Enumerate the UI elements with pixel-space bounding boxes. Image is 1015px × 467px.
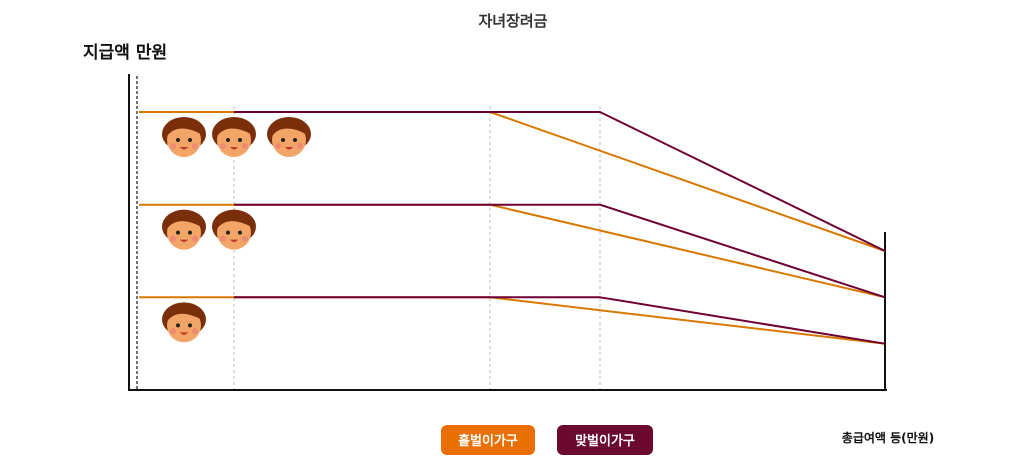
face-eye <box>281 138 285 142</box>
series-line-5 <box>234 296 886 345</box>
face-eye <box>293 138 297 142</box>
face-blush <box>297 143 303 149</box>
face-blush <box>192 143 198 149</box>
legend-item-single: 홑벌이가구 <box>441 425 535 455</box>
face-bangs <box>217 213 251 229</box>
face-mouth <box>180 332 188 335</box>
face-eye <box>226 230 230 235</box>
face-bangs <box>272 121 306 136</box>
face-blush <box>170 143 176 149</box>
legend-swatch-double <box>557 425 653 455</box>
series-line-4 <box>139 296 886 345</box>
series-line-3 <box>234 203 886 299</box>
face-skin <box>167 123 201 157</box>
child-face-icon <box>267 117 311 157</box>
face-eye <box>188 230 192 235</box>
face-skin <box>217 123 251 157</box>
face-skin <box>272 123 306 157</box>
face-eye <box>176 138 180 142</box>
face-mouth <box>180 239 188 243</box>
face-blush <box>192 235 198 242</box>
face-eye <box>226 138 230 142</box>
face-blush <box>242 235 248 242</box>
face-skin <box>167 308 201 343</box>
series-lines <box>139 111 886 345</box>
face-bangs <box>217 121 251 136</box>
child-face-icon <box>162 302 206 343</box>
series-line-1 <box>234 111 886 252</box>
child-face-icon <box>212 117 256 157</box>
face-blush <box>192 328 198 335</box>
face-bangs <box>167 121 201 136</box>
axes <box>128 74 887 391</box>
child-face-icon <box>162 209 206 250</box>
face-blush <box>170 328 176 335</box>
child-face-icon <box>162 117 206 157</box>
face-skin <box>167 215 201 250</box>
face-mouth <box>285 147 293 150</box>
face-blush <box>220 235 226 242</box>
face-skin <box>217 215 251 250</box>
face-eye <box>238 230 242 235</box>
child-faces <box>162 117 311 343</box>
face-mouth <box>230 239 238 243</box>
y-axis-label: 지급액 만원 <box>83 43 167 63</box>
face-blush <box>242 143 248 149</box>
face-bangs <box>167 213 201 229</box>
face-blush <box>275 143 281 149</box>
grid-lines <box>136 76 601 390</box>
face-blush <box>220 143 226 149</box>
legend-item-double: 맞벌이가구 <box>557 425 653 455</box>
x-axis-label: 총급여액 등(만원) <box>842 430 934 445</box>
child-face-icon <box>212 209 256 250</box>
face-bangs <box>167 306 201 322</box>
face-blush <box>170 235 176 242</box>
face-eye <box>176 230 180 235</box>
legend-swatch-single <box>441 425 535 455</box>
legend-label-double: 맞벌이가구 <box>575 433 635 449</box>
face-eye <box>238 138 242 142</box>
legend-label-single: 홑벌이가구 <box>458 433 518 449</box>
face-eye <box>188 138 192 142</box>
face-eye <box>176 323 180 328</box>
chart-title: 자녀장려금 <box>478 12 547 30</box>
legend: 홑벌이가구 맞벌이가구 <box>441 425 653 455</box>
face-eye <box>188 323 192 328</box>
face-mouth <box>180 147 188 150</box>
face-mouth <box>230 147 238 150</box>
